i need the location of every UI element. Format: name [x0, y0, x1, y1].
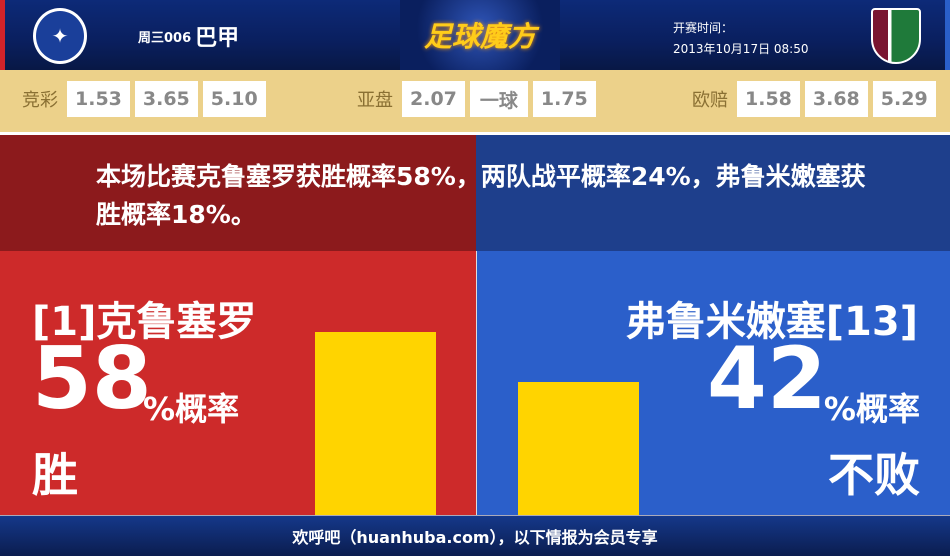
odds-label: 欧赔 — [692, 90, 728, 111]
footer-banner: 欢呼吧（huanhuba.com），以下情报为会员专享 — [0, 515, 950, 556]
home-probability-bar — [315, 332, 436, 515]
odds-value: 1.53 — [67, 81, 130, 117]
odds-value: 1.58 — [737, 81, 800, 117]
home-percent: 58 — [32, 329, 152, 429]
home-outcome: 胜 — [32, 448, 78, 502]
odds-value: 3.65 — [134, 81, 198, 117]
odds-yapan: 亚盘 2.07 一球 1.75 — [357, 81, 596, 117]
odds-value: 5.29 — [872, 81, 936, 117]
away-percent-label: %概率 — [823, 390, 920, 428]
odds-value: 一球 — [469, 81, 528, 117]
odds-bar: 竞彩 1.53 3.65 5.10 亚盘 2.07 一球 1.75 欧赔 1.5… — [0, 70, 950, 132]
brand-logo: 足球魔方 — [400, 0, 560, 70]
away-probability-bar — [518, 382, 639, 515]
odds-label: 竞彩 — [22, 90, 58, 111]
star-icon: ✦ — [51, 24, 69, 48]
home-team-logo: ✦ — [33, 8, 87, 64]
match-header: ✦ 周三006 巴甲 足球魔方 开赛时间： 2013年10月17日 08:50 — [0, 0, 950, 70]
match-info: 周三006 巴甲 — [138, 20, 239, 52]
kickoff-time: 2013年10月17日 08:50 — [673, 42, 809, 56]
odds-value: 3.68 — [804, 81, 868, 117]
away-team-logo — [871, 8, 921, 64]
odds-label: 亚盘 — [357, 90, 393, 111]
odds-value: 1.75 — [532, 81, 596, 117]
home-team-name: [1]克鲁塞罗 — [32, 299, 257, 345]
away-panel: 弗鲁米嫩塞[13] 42 %概率 不败 — [476, 251, 950, 515]
kickoff-label: 开赛时间： — [673, 21, 734, 35]
home-percent-label: %概率 — [143, 390, 240, 428]
odds-ouzhi: 欧赔 1.58 3.68 5.29 — [692, 81, 936, 117]
summary-bg-away — [476, 135, 950, 251]
odds-jingcai: 竞彩 1.53 3.65 5.10 — [22, 81, 266, 117]
home-panel: [1]克鲁塞罗 58 %概率 胜 — [0, 251, 476, 515]
odds-value: 5.10 — [202, 81, 266, 117]
away-outcome: 不败 — [828, 448, 920, 502]
prediction-summary: 本场比赛克鲁塞罗获胜概率58%，两队战平概率24%，弗鲁米嫩塞获胜概率18%。 — [96, 162, 866, 229]
match-number: 周三006 — [138, 31, 192, 46]
away-percent: 42 — [707, 329, 827, 429]
summary-bg-home — [0, 135, 476, 251]
league-name: 巴甲 — [195, 26, 240, 51]
away-team-name: 弗鲁米嫩塞[13] — [625, 299, 918, 345]
kickoff: 开赛时间： 2013年10月17日 08:50 — [673, 18, 808, 60]
odds-value: 2.07 — [402, 81, 465, 117]
